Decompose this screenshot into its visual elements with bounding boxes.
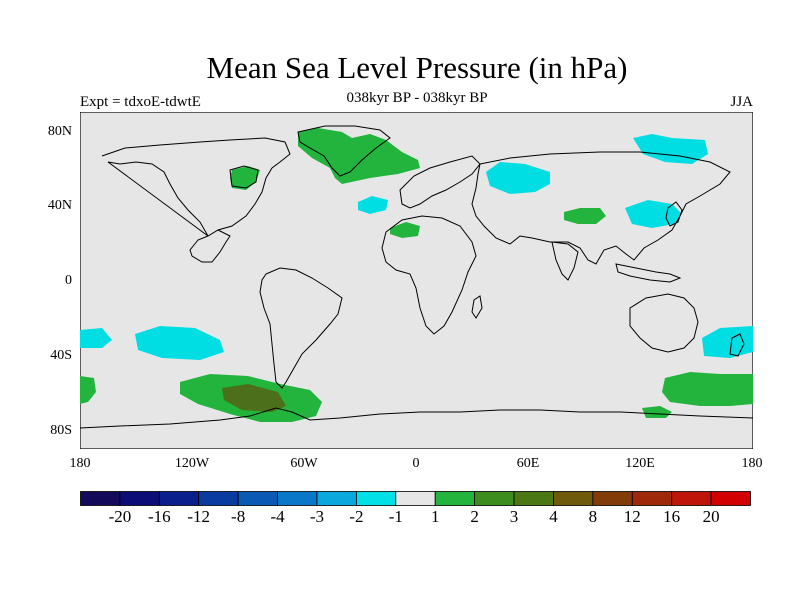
colorbar-label: -4 [270,507,285,526]
colorbar-box [434,491,476,506]
coast-north-america [101,137,291,263]
coast-japan [665,201,683,227]
colorbar-box [316,491,357,506]
lat-tick-40n: 40N [47,198,72,213]
cyan-region-south-pacific-east [135,326,224,360]
coast-greenland [297,125,391,177]
colorbar-box [513,491,554,506]
coast-madagascar [471,295,483,319]
coast-indonesia [615,263,682,283]
green-region-central-asia [564,208,606,224]
negative-anomaly-regions [80,134,753,360]
green-region-left-edge [80,376,96,404]
coast-india [551,241,579,281]
coast-asia [471,151,731,265]
colorbar-box [592,491,633,506]
colorbar-label: 3 [509,507,519,526]
colorbar [80,491,751,506]
lon-tick-0: 0 [412,456,420,471]
colorbar-box [158,491,200,506]
lat-tick-80s: 80S [50,423,72,438]
colorbar-label: 8 [588,507,598,526]
cyan-region-south-pacific-edge-left [80,328,112,348]
colorbar-box [631,491,673,506]
colorbar-box [80,491,121,506]
colorbar-label: -20 [108,507,132,526]
cyan-region-arctic-east [633,134,708,164]
coast-europe [399,155,481,209]
colorbar-box [355,491,397,506]
coast-antarctica [80,407,753,429]
coastlines [80,125,753,429]
green-region-southern-ocean-small [642,406,672,418]
coast-australia [629,293,699,353]
coast-new-zealand [729,333,745,357]
chart-title: Mean Sea Level Pressure (in hPa) [206,50,628,85]
colorbar-box [474,491,515,506]
colorbar-box [395,491,436,506]
lon-tick-180e: 180 [741,456,763,471]
experiment-label: Expt = tdxoE-tdwtE [80,94,201,110]
green-region-north-africa [390,222,420,238]
positive-anomaly-regions [80,128,753,422]
green-region-greenland-arctic [298,128,420,184]
lon-tick-120e: 120E [625,456,655,471]
cyan-region-north-pacific-west [486,162,550,194]
colorbar-label: 4 [549,507,558,526]
colorbar-label: -8 [231,507,246,526]
colorbar-label: 16 [663,507,681,526]
colorbar-box [237,491,278,506]
colorbar-label: -12 [187,507,211,526]
colorbar-label: 1 [430,507,440,526]
coast-hudson-bay [229,165,259,189]
colorbar-box [671,491,712,506]
lat-tick-40s: 40S [50,348,72,363]
cyan-region-north-atlantic [358,196,388,214]
colorbar-label: -2 [349,507,364,526]
lat-tick-0: 0 [65,273,72,288]
green-region-southern-ocean-indian [662,372,753,406]
colorbar-box [119,491,160,506]
chart-subtitle: 038kyr BP - 038kyr BP [346,90,488,106]
colorbar-label: -16 [147,507,171,526]
colorbar-label: -3 [309,507,325,526]
colorbar-box [277,491,318,506]
lon-tick-60e: 60E [516,456,540,471]
coast-africa [381,215,477,335]
colorbar-label: -1 [388,507,403,526]
lon-tick-180w: 180 [69,456,91,471]
colorbar-box [710,491,751,506]
lon-tick-120w: 120W [174,456,210,471]
colorbar-label: 20 [702,507,720,526]
lon-tick-60w: 60W [290,456,318,471]
map-plot [80,112,753,449]
olive-region-southern-ocean [222,384,286,412]
lat-tick-80n: 80N [47,124,72,139]
colorbar-label: 12 [623,507,641,526]
colorbar-box [198,491,239,506]
coast-south-america [259,267,343,389]
season-label: JJA [730,94,753,110]
colorbar-label: 2 [470,507,479,526]
colorbar-box [553,491,594,506]
